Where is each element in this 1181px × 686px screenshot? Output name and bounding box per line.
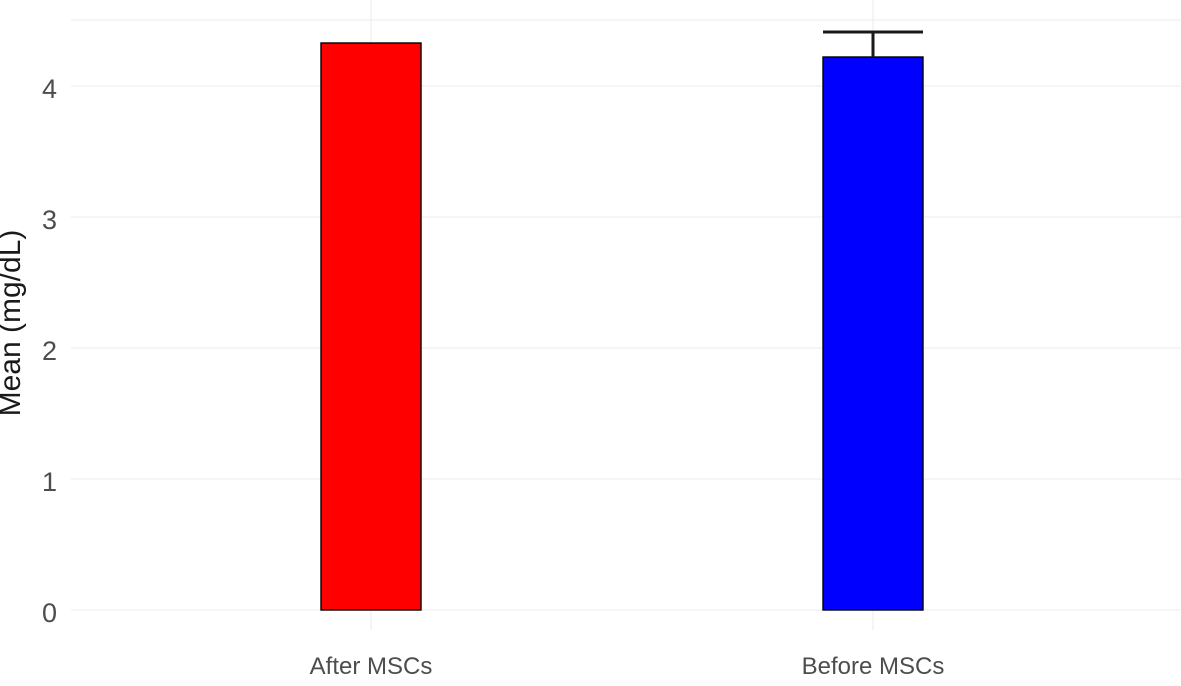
svg-text:Before MSCs: Before MSCs (802, 653, 945, 680)
svg-text:After MSCs: After MSCs (310, 653, 433, 680)
svg-text:3: 3 (42, 205, 57, 235)
svg-text:2: 2 (42, 336, 57, 366)
svg-text:1: 1 (42, 467, 57, 497)
svg-text:4: 4 (42, 74, 57, 104)
svg-text:Mean (mg/dL): Mean (mg/dL) (0, 230, 27, 417)
svg-text:0: 0 (42, 598, 57, 628)
